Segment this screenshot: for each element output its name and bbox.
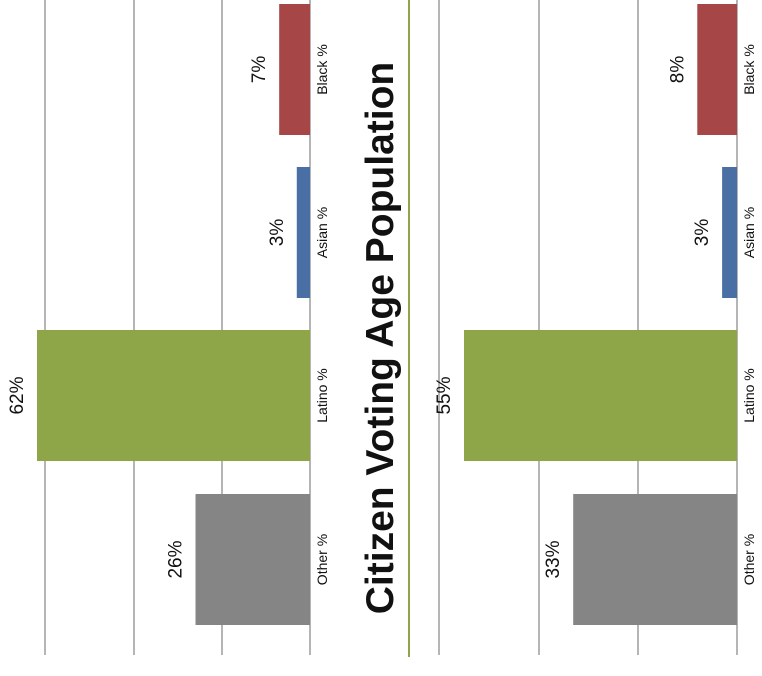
category-label: Other % [314,534,330,585]
bar-asian [722,167,737,298]
value-label: 3% [267,219,288,247]
category-label: Black % [314,44,330,95]
value-label: 33% [543,540,564,578]
bar-other [573,494,737,625]
category-label: Latino % [741,368,757,422]
category-label: Black % [741,44,757,95]
value-label: 8% [667,56,688,84]
category-label: Asian % [741,207,757,258]
value-label: 3% [692,219,713,247]
chart-panel-right: 8% Black % 3% Asian % 55% Latino % 33% Other % [434,0,757,655]
chart-panel-left: 7% Black % 3% Asian % 62% Latino % 26% Other % [7,0,330,655]
bar-latino [464,330,737,461]
value-label: 62% [7,376,28,414]
value-label: 55% [434,376,455,414]
bar-other [195,494,310,625]
value-label: 7% [249,56,270,84]
bar-latino [37,330,310,461]
category-label: Latino % [314,368,330,422]
bar-black [697,4,737,135]
bar-asian [296,167,310,298]
value-label: 26% [166,540,187,578]
category-label: Other % [741,534,757,585]
bar-black [279,4,310,135]
category-label: Asian % [314,207,330,258]
chart-title: Citizen Voting Age Population [359,62,402,614]
